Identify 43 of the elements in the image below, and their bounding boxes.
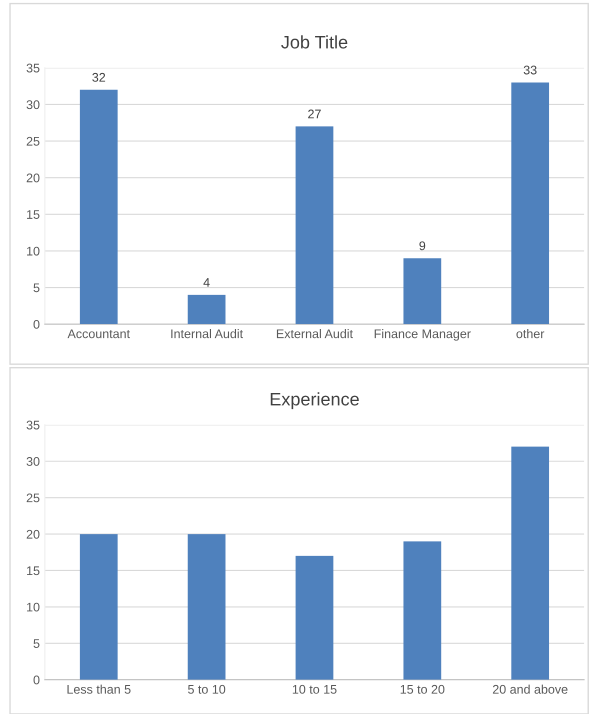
y-tick-label: 35 <box>26 420 40 430</box>
bar <box>511 446 550 680</box>
y-tick-label: 25 <box>26 136 40 146</box>
bar <box>403 541 442 680</box>
y-tick-label: 20 <box>26 530 40 539</box>
bar <box>80 90 118 324</box>
y-tick-label: 25 <box>26 493 40 502</box>
y-tick-label: 5 <box>34 639 40 648</box>
bar <box>296 126 334 324</box>
bar <box>403 258 442 324</box>
chart-title: Job Title <box>281 35 348 49</box>
x-tick-label: External Audit <box>276 329 353 338</box>
bar <box>296 556 334 680</box>
y-tick-label: 10 <box>27 246 40 256</box>
data-label: 32 <box>92 72 106 82</box>
bar <box>511 82 550 324</box>
y-tick-label: 35 <box>26 64 40 72</box>
y-tick-label: 15 <box>27 566 40 576</box>
bar <box>80 534 118 680</box>
y-tick-label: 0 <box>34 676 40 684</box>
data-label: 27 <box>308 110 321 118</box>
bar <box>188 534 226 680</box>
data-label: 4 <box>203 278 210 287</box>
x-tick-label: 15 to 20 <box>400 684 444 694</box>
chart-title: Experience <box>270 392 359 410</box>
x-tick-label: 20 and above <box>492 684 568 694</box>
x-tick-label: 5 to 10 <box>188 684 226 694</box>
y-tick-label: 20 <box>26 173 40 182</box>
y-tick-label: 30 <box>26 100 40 110</box>
x-tick-label: Finance Manager <box>374 329 471 341</box>
y-tick-label: 10 <box>27 602 40 612</box>
x-tick-label: Less than 5 <box>67 684 131 694</box>
x-tick-label: 10 to 15 <box>292 684 337 694</box>
y-tick-label: 5 <box>34 283 40 292</box>
x-tick-label: Internal Audit <box>171 329 244 338</box>
y-tick-label: 0 <box>34 320 40 329</box>
data-label: 33 <box>524 66 537 74</box>
x-tick-label: other <box>516 329 544 338</box>
y-tick-label: 15 <box>27 210 40 219</box>
bar <box>188 294 226 324</box>
data-label: 9 <box>419 241 426 250</box>
y-tick-label: 30 <box>26 457 40 466</box>
x-tick-label: Accountant <box>68 329 130 338</box>
